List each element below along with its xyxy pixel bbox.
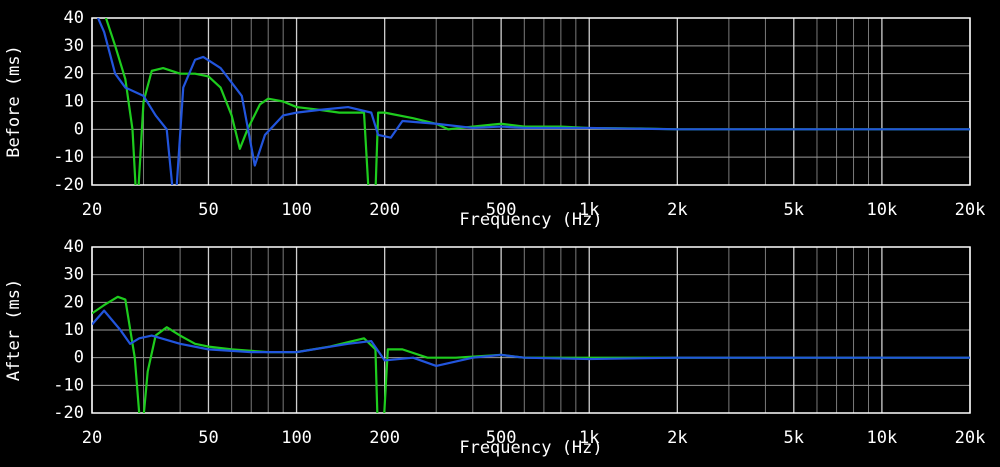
x-tick-label: 1k <box>579 200 599 220</box>
x-axis-label: Frequency (Hz) <box>459 210 602 230</box>
x-tick-label: 50 <box>198 200 218 220</box>
x-tick-label: 500 <box>486 200 517 220</box>
x-tick-label: 2k <box>667 200 687 220</box>
x-tick-label: 100 <box>281 200 312 220</box>
x-axis-label: Frequency (Hz) <box>459 438 602 458</box>
x-tick-label: 5k <box>784 200 804 220</box>
y-tick-label: 30 <box>64 36 84 56</box>
x-tick-label: 20 <box>82 200 102 220</box>
plot-frame <box>91 246 971 414</box>
y-tick-label: 20 <box>64 292 84 312</box>
y-tick-label: -20 <box>53 403 84 423</box>
y-tick-label: 0 <box>74 348 84 368</box>
x-tick-label: 50 <box>198 428 218 448</box>
x-tick-label: 200 <box>369 200 400 220</box>
x-tick-label: 20 <box>82 428 102 448</box>
y-tick-label: 40 <box>64 237 84 257</box>
x-tick-label: 5k <box>784 428 804 448</box>
series-group <box>92 295 970 413</box>
y-tick-label: -20 <box>53 175 84 195</box>
x-tick-label: 200 <box>369 428 400 448</box>
x-tick-label: 500 <box>486 428 517 448</box>
x-tick-label: 100 <box>281 428 312 448</box>
y-tick-label: 10 <box>64 320 84 340</box>
y-tick-label: 20 <box>64 64 84 84</box>
x-tick-label: 2k <box>667 428 687 448</box>
plot-area <box>91 246 971 414</box>
y-axis-label: Before (ms) <box>4 45 24 158</box>
y-tick-label: 10 <box>64 92 84 112</box>
x-tick-label: 10k <box>867 428 898 448</box>
x-tick-label: 10k <box>867 200 898 220</box>
x-tick-label: 1k <box>579 428 599 448</box>
series-group <box>96 18 970 185</box>
y-tick-label: 0 <box>74 119 84 139</box>
data-line <box>92 309 970 368</box>
y-tick-label: 30 <box>64 265 84 285</box>
x-tick-label: 20k <box>955 200 986 220</box>
y-tick-label: -10 <box>53 375 84 395</box>
plot-area <box>91 17 971 186</box>
plot-frame <box>91 17 971 186</box>
y-axis-label: After (ms) <box>4 279 24 381</box>
y-tick-label: -10 <box>53 147 84 167</box>
y-tick-label: 40 <box>64 8 84 28</box>
data-line <box>96 18 970 185</box>
x-tick-label: 20k <box>955 428 986 448</box>
